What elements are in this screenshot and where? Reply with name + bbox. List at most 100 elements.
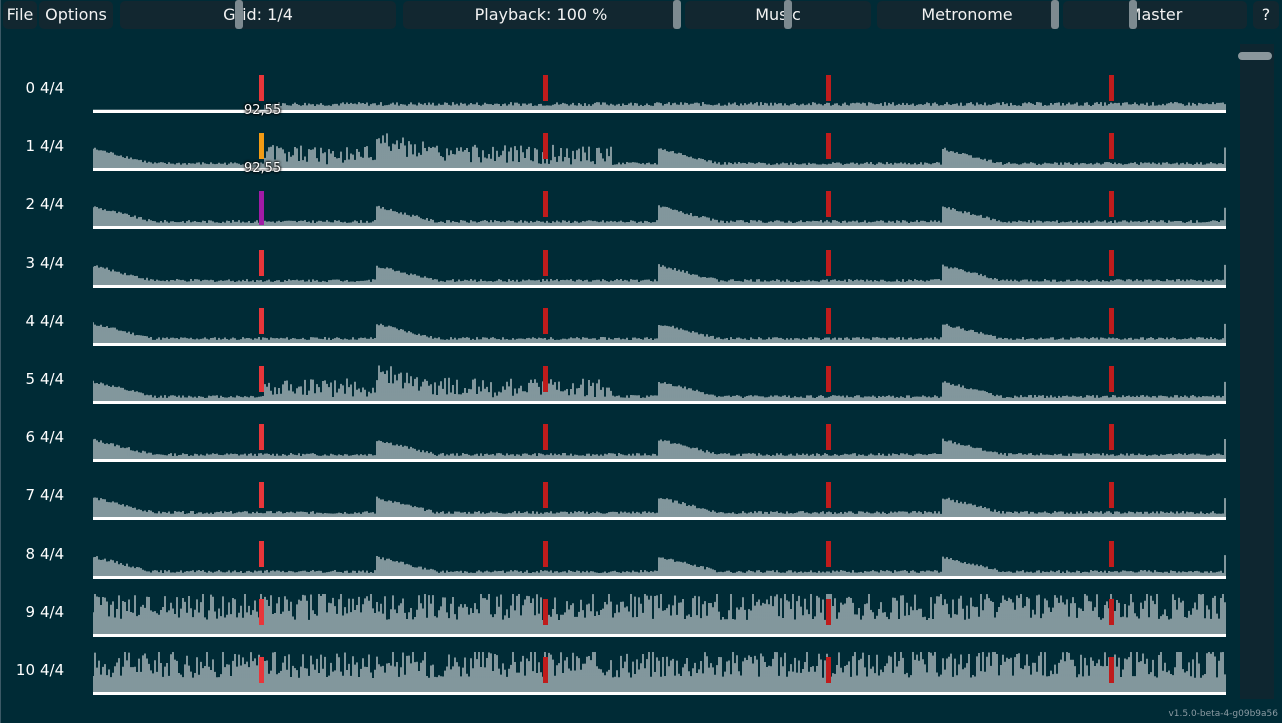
metronome-volume-knob[interactable] (1051, 0, 1059, 29)
time-signature[interactable]: 4/4 (40, 195, 65, 213)
grid-slider-knob[interactable] (235, 0, 243, 29)
measure-track[interactable] (93, 359, 1226, 407)
playback-slider-knob[interactable] (673, 0, 681, 29)
time-signature[interactable]: 4/4 (40, 603, 65, 621)
beat-marker[interactable] (826, 366, 831, 392)
beat-marker[interactable] (826, 308, 831, 334)
beat-marker[interactable] (826, 482, 831, 508)
downbeat-marker[interactable] (259, 482, 264, 508)
measure-label: 8 4/4 (13, 544, 93, 564)
tempo-marker-label[interactable]: 92,55 (244, 161, 282, 176)
time-signature[interactable]: 4/4 (40, 486, 65, 504)
beat-marker[interactable] (1109, 75, 1114, 101)
metronome-volume-slider[interactable]: Metronome (877, 1, 1057, 29)
time-signature[interactable]: 4/4 (40, 545, 65, 563)
time-signature[interactable]: 4/4 (40, 312, 65, 330)
beat-marker[interactable] (1109, 657, 1114, 683)
waveform-graphic (93, 205, 1226, 229)
help-button[interactable]: ? (1253, 1, 1279, 29)
downbeat-marker[interactable] (259, 424, 264, 450)
measure-track[interactable] (93, 650, 1226, 698)
beat-marker[interactable] (826, 75, 831, 101)
waveform-graphic (93, 496, 1226, 520)
beat-marker[interactable] (826, 541, 831, 567)
time-signature[interactable]: 4/4 (40, 137, 65, 155)
downbeat-marker[interactable] (259, 599, 264, 625)
measure-number: 7 (25, 486, 35, 504)
master-volume-knob[interactable] (1129, 0, 1137, 29)
beat-marker[interactable] (543, 657, 548, 683)
beat-marker[interactable] (826, 657, 831, 683)
menubar: File Options Grid: 1/4 Playback: 100 % M… (1, 0, 1282, 32)
measure-number: 0 (25, 79, 35, 97)
downbeat-marker[interactable] (259, 308, 264, 334)
beat-marker[interactable] (543, 482, 548, 508)
measure-label: 2 4/4 (13, 194, 93, 214)
downbeat-marker[interactable] (259, 657, 264, 683)
downbeat-marker[interactable] (259, 541, 264, 567)
measure-track[interactable] (93, 301, 1226, 349)
beat-marker[interactable] (1109, 366, 1114, 392)
beat-marker[interactable] (826, 424, 831, 450)
measure-number: 1 (25, 137, 35, 155)
beat-marker[interactable] (543, 366, 548, 392)
time-signature[interactable]: 4/4 (40, 661, 65, 679)
beat-marker[interactable] (1109, 424, 1114, 450)
measure-track[interactable] (93, 126, 1226, 174)
playback-label: Playback: 100 % (474, 5, 608, 24)
measure-label: 1 4/4 (13, 136, 93, 156)
downbeat-marker[interactable] (259, 133, 264, 159)
measure-number: 10 (15, 661, 35, 679)
downbeat-marker[interactable] (259, 250, 264, 276)
beat-marker[interactable] (1109, 308, 1114, 334)
options-menu-button[interactable]: Options (39, 1, 113, 29)
beat-marker[interactable] (1109, 482, 1114, 508)
tempo-marker-label[interactable]: 92,55 (244, 103, 282, 118)
master-volume-slider[interactable]: Master (1063, 1, 1247, 29)
beat-marker[interactable] (543, 599, 548, 625)
waveform-graphic (93, 264, 1226, 288)
waveform-graphic (93, 594, 1226, 637)
time-signature[interactable]: 4/4 (40, 254, 65, 272)
music-volume-knob[interactable] (784, 0, 792, 29)
beat-marker[interactable] (1109, 250, 1114, 276)
beat-marker[interactable] (543, 424, 548, 450)
beat-marker[interactable] (1109, 541, 1114, 567)
music-volume-slider[interactable]: Music (685, 1, 871, 29)
measure-track[interactable] (93, 68, 1226, 116)
beat-marker[interactable] (543, 250, 548, 276)
beat-marker[interactable] (826, 250, 831, 276)
beat-marker[interactable] (1109, 599, 1114, 625)
measure-number: 2 (25, 195, 35, 213)
downbeat-marker[interactable] (259, 366, 264, 392)
grid-slider[interactable]: Grid: 1/4 (120, 1, 396, 29)
beat-marker[interactable] (543, 133, 548, 159)
measure-track[interactable] (93, 592, 1226, 640)
beat-marker[interactable] (1109, 191, 1114, 217)
beat-marker[interactable] (826, 191, 831, 217)
beat-marker[interactable] (826, 133, 831, 159)
downbeat-marker[interactable] (259, 191, 264, 225)
file-menu-button[interactable]: File (3, 1, 37, 29)
playback-slider[interactable]: Playback: 100 % (403, 1, 679, 29)
beat-marker[interactable] (543, 75, 548, 101)
metronome-label: Metronome (921, 5, 1013, 24)
beat-marker[interactable] (543, 191, 548, 217)
beat-marker[interactable] (543, 541, 548, 567)
measure-track[interactable] (93, 534, 1226, 582)
measure-track[interactable] (93, 417, 1226, 465)
scrollbar-thumb[interactable] (1238, 52, 1272, 60)
vertical-scrollbar[interactable] (1240, 44, 1274, 699)
measure-track[interactable] (93, 184, 1226, 232)
downbeat-marker[interactable] (259, 75, 264, 101)
measure-track[interactable] (93, 243, 1226, 291)
time-signature[interactable]: 4/4 (40, 370, 65, 388)
time-signature[interactable]: 4/4 (40, 79, 65, 97)
beat-marker[interactable] (826, 599, 831, 625)
waveform-graphic (93, 555, 1226, 579)
beat-marker[interactable] (543, 308, 548, 334)
measure-track[interactable] (93, 475, 1226, 523)
beat-marker[interactable] (1109, 133, 1114, 159)
time-signature[interactable]: 4/4 (40, 428, 65, 446)
measure-number: 8 (25, 545, 35, 563)
